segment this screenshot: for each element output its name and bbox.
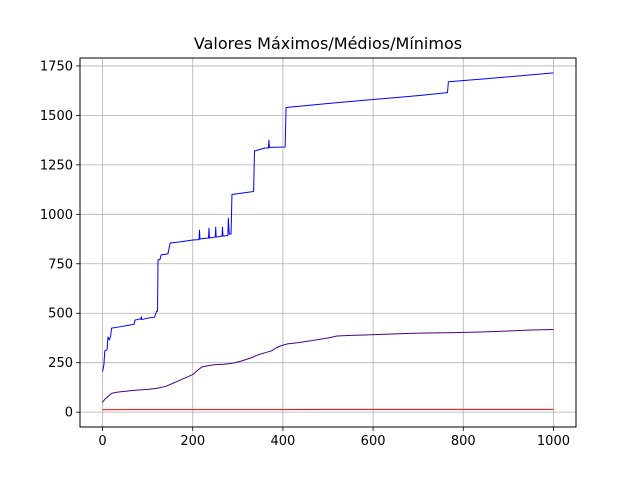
y-tick-label: 1500 [40, 109, 73, 124]
chart-title: Valores Máximos/Médios/Mínimos [194, 34, 462, 53]
x-tick-label: 1000 [537, 434, 570, 449]
y-tick-label: 500 [48, 307, 73, 322]
x-tick-label: 600 [361, 434, 386, 449]
y-tick-label: 750 [48, 257, 73, 272]
x-tick-label: 400 [270, 434, 295, 449]
y-tick-label: 1250 [40, 158, 73, 173]
y-axis: 0 250 500 750 1000 1250 1500 1750 [40, 59, 80, 421]
grid [80, 58, 576, 427]
plot-frame [79, 57, 577, 428]
y-tick-label: 0 [65, 406, 73, 421]
x-axis: 0 200 400 600 800 1000 [98, 427, 570, 449]
max-series-line [102, 72, 554, 372]
x-tick-label: 0 [98, 434, 106, 449]
x-tick-label: 200 [180, 434, 205, 449]
series-layer [102, 72, 554, 411]
mean-series-line [102, 328, 554, 403]
y-tick-label: 250 [48, 356, 73, 371]
y-tick-label: 1000 [40, 208, 73, 223]
y-tick-label: 1750 [40, 59, 73, 74]
x-tick-label: 800 [451, 434, 476, 449]
